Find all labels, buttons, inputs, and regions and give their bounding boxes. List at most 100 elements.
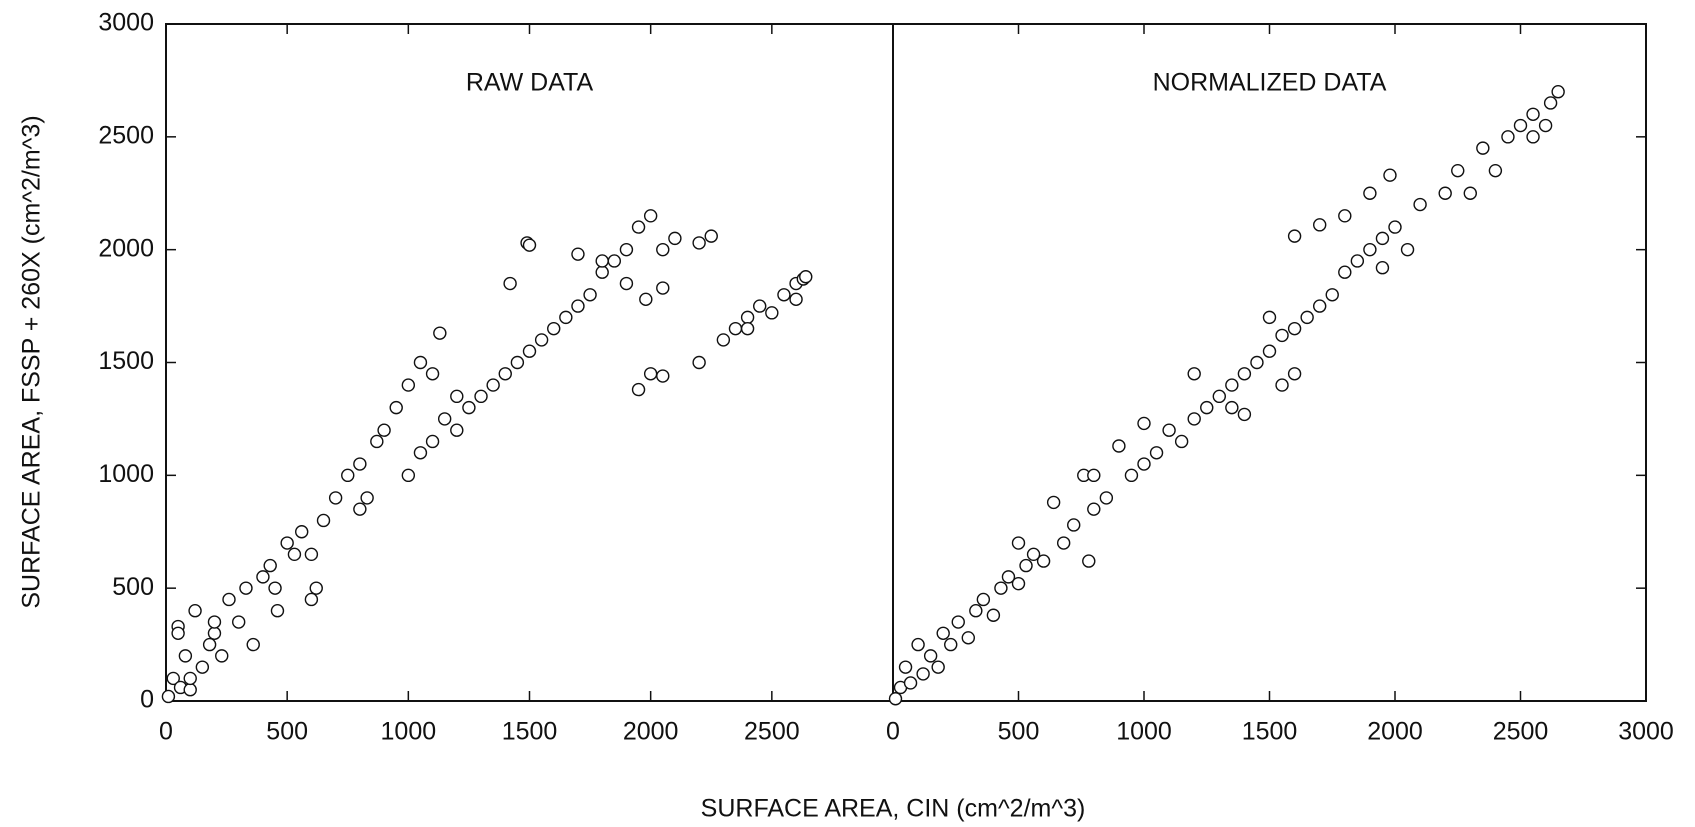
data-point: [1212, 389, 1227, 404]
data-point: [183, 671, 197, 686]
data-point: [389, 400, 403, 415]
x-tick-label: 0: [159, 718, 173, 746]
x-tick-label: 1500: [1242, 718, 1298, 746]
data-point: [1124, 468, 1139, 483]
data-point: [1187, 412, 1201, 426]
data-point: [413, 446, 428, 460]
x-tick-label: 1000: [1116, 718, 1172, 746]
y-tick-label: 2500: [98, 121, 154, 149]
data-point: [656, 242, 670, 257]
data-point: [1451, 163, 1465, 178]
data-point: [316, 513, 331, 528]
data-point: [450, 423, 464, 437]
data-point: [789, 292, 803, 307]
data-point: [268, 581, 282, 595]
data-point: [377, 423, 391, 437]
plot-frame: [165, 23, 894, 702]
x-tick-label: 2000: [1367, 718, 1423, 746]
y-tick-label: 500: [112, 573, 154, 601]
data-point: [1375, 231, 1390, 246]
data-point: [188, 604, 202, 618]
data-point: [728, 321, 743, 336]
data-point: [1026, 547, 1041, 562]
data-point: [353, 502, 367, 516]
data-point: [171, 626, 185, 640]
data-point: [522, 344, 537, 358]
x-tick-label: 2500: [744, 718, 800, 746]
data-point: [944, 637, 958, 652]
data-point: [1087, 502, 1101, 516]
data-point: [425, 434, 440, 449]
data-point: [263, 558, 277, 573]
panel-title: NORMALIZED DATA: [1153, 69, 1387, 97]
data-point: [1225, 400, 1239, 415]
y-tick-label: 2000: [98, 234, 154, 262]
data-point: [777, 288, 791, 302]
data-point: [1312, 218, 1327, 232]
data-point: [1046, 495, 1061, 510]
data-point: [287, 547, 302, 562]
data-point: [1149, 446, 1164, 460]
data-point: [1082, 554, 1096, 568]
data-point: [1538, 118, 1553, 133]
data-point: [370, 434, 384, 449]
data-point: [246, 637, 260, 652]
data-point: [215, 649, 229, 663]
data-point: [534, 333, 549, 347]
data-point: [1112, 439, 1126, 453]
data-point: [1019, 558, 1033, 573]
data-point: [450, 389, 464, 404]
data-point: [668, 231, 682, 246]
data-point: [280, 536, 294, 550]
data-point: [740, 321, 755, 336]
data-point: [1338, 209, 1352, 223]
x-tick-label: 2000: [623, 718, 679, 746]
data-point: [595, 265, 609, 279]
data-point: [360, 491, 374, 505]
data-point: [1250, 355, 1264, 370]
y-tick-label: 1500: [98, 347, 154, 375]
data-point: [1067, 518, 1081, 532]
data-point: [1350, 254, 1365, 268]
data-point: [1463, 186, 1478, 200]
data-point: [986, 608, 1001, 622]
data-point: [643, 367, 658, 381]
data-point: [413, 355, 428, 370]
data-point: [704, 229, 718, 243]
data-point: [1137, 457, 1151, 471]
data-point: [1551, 84, 1565, 99]
data-point: [1325, 288, 1339, 302]
data-point: [1488, 163, 1503, 178]
data-point: [951, 615, 965, 629]
data-point: [740, 310, 755, 325]
data-point: [353, 457, 367, 471]
data-point: [1438, 186, 1452, 200]
data-point: [256, 570, 270, 584]
x-tick-label: 500: [266, 718, 308, 746]
data-point: [1237, 407, 1252, 422]
data-point: [239, 581, 253, 595]
data-point: [799, 270, 813, 284]
data-point: [1262, 310, 1277, 325]
data-point: [1513, 118, 1528, 133]
data-point: [1174, 434, 1189, 449]
data-point: [639, 292, 653, 307]
data-point: [1087, 468, 1101, 483]
data-point: [619, 276, 634, 291]
data-point: [583, 288, 597, 302]
data-point: [765, 306, 779, 320]
data-point: [643, 209, 658, 223]
data-point: [898, 660, 913, 674]
data-point: [931, 660, 945, 674]
data-point: [1363, 186, 1377, 200]
data-point: [401, 378, 416, 392]
x-tick-label: 3000: [1618, 718, 1674, 746]
data-point: [1543, 96, 1558, 110]
data-point: [888, 692, 903, 706]
x-tick-label: 1500: [502, 718, 558, 746]
data-point: [571, 247, 585, 261]
data-point: [304, 592, 319, 607]
data-point: [1300, 310, 1314, 325]
data-point: [195, 660, 210, 674]
